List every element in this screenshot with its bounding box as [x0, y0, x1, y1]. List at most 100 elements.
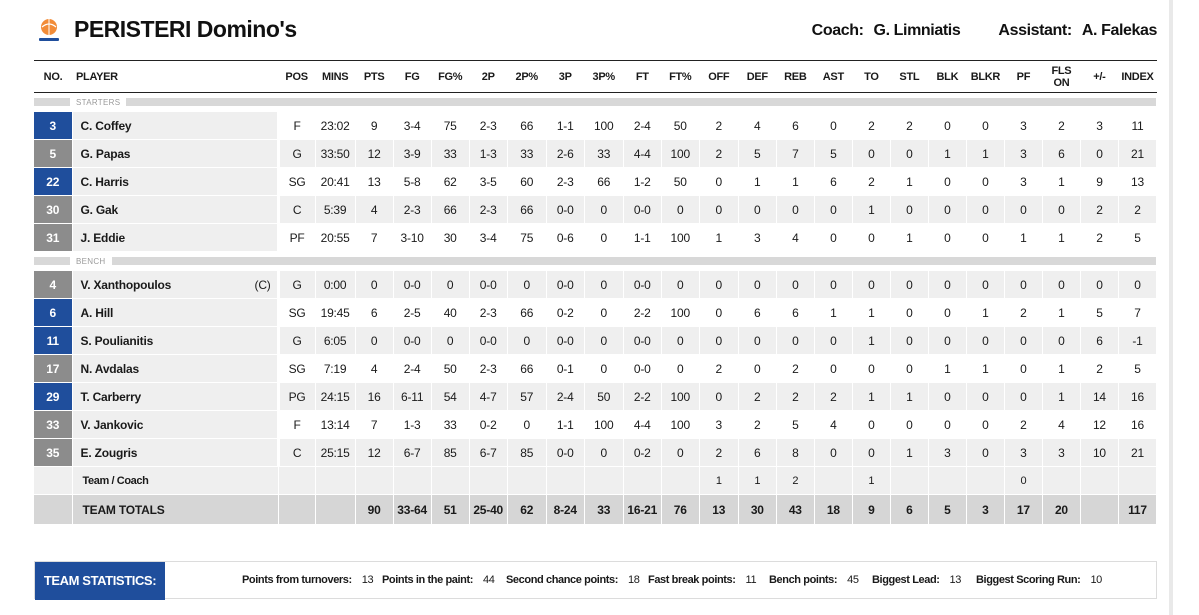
- stat-cell: 0: [852, 438, 891, 467]
- player-number: 31: [34, 223, 73, 252]
- column-header[interactable]: REB: [776, 60, 815, 93]
- column-header[interactable]: INDEX: [1118, 60, 1157, 93]
- player-name-text[interactable]: N. Avdalas: [80, 361, 140, 376]
- player-number: 22: [34, 167, 73, 196]
- stat-cell: [507, 466, 547, 495]
- player-name[interactable]: C. Coffey: [72, 111, 280, 140]
- stat-cell: 1: [699, 223, 739, 252]
- player-number: 35: [34, 438, 73, 467]
- stat-cell: 0: [1042, 195, 1081, 224]
- column-header[interactable]: POS: [278, 60, 316, 93]
- stat-cell: 4: [738, 111, 777, 140]
- total-cell: 43: [776, 494, 815, 525]
- column-header[interactable]: PLAYER: [72, 60, 279, 93]
- stat-cell: 1: [1042, 382, 1081, 411]
- player-name-text[interactable]: G. Gak: [80, 202, 119, 217]
- player-name[interactable]: S. Poulianitis: [72, 326, 280, 355]
- column-header[interactable]: 3P%: [584, 60, 624, 93]
- player-name-text[interactable]: C. Coffey: [80, 118, 132, 133]
- player-name-text[interactable]: T. Carberry: [80, 389, 142, 404]
- stat-cell: 0: [738, 326, 777, 355]
- player-name[interactable]: N. Avdalas: [72, 354, 280, 383]
- player-name-text[interactable]: J. Eddie: [80, 230, 126, 245]
- column-header[interactable]: FT%: [661, 60, 700, 93]
- stat-cell: [661, 466, 700, 495]
- column-header[interactable]: FG%: [431, 60, 470, 93]
- coaches-info: Coach: G. Limniatis Assistant: A. Faleka…: [806, 22, 1158, 40]
- section-label: STARTERS: [76, 97, 121, 107]
- stat-cell: 1: [1042, 223, 1081, 252]
- player-name[interactable]: A. Hill: [72, 298, 280, 327]
- stat-cell: 66: [584, 167, 624, 196]
- stat-cell: 66: [507, 354, 547, 383]
- column-header[interactable]: +/-: [1080, 60, 1119, 93]
- column-header[interactable]: DEF: [738, 60, 777, 93]
- stat-cell: 7: [776, 139, 815, 168]
- stat-cell: 0: [699, 167, 739, 196]
- player-name[interactable]: E. Zougris: [72, 438, 280, 467]
- column-header[interactable]: 2P: [469, 60, 508, 93]
- stat-cell: 50: [584, 382, 624, 411]
- stat-cell: 30: [431, 223, 470, 252]
- stat-cell: 0: [928, 195, 967, 224]
- column-header[interactable]: BLKR: [966, 60, 1005, 93]
- player-name[interactable]: J. Eddie: [72, 223, 280, 252]
- stat-cell: 1-1: [623, 223, 662, 252]
- player-name-text[interactable]: G. Papas: [80, 146, 131, 161]
- column-header[interactable]: 2P%: [507, 60, 547, 93]
- player-name[interactable]: C. Harris: [72, 167, 280, 196]
- player-name[interactable]: V. Xanthopoulos (C): [72, 270, 280, 299]
- column-header[interactable]: TO: [852, 60, 891, 93]
- column-header[interactable]: PTS: [355, 60, 394, 93]
- column-header[interactable]: OFF: [699, 60, 739, 93]
- player-name-text[interactable]: S. Poulianitis: [80, 333, 154, 348]
- column-header[interactable]: STL: [890, 60, 929, 93]
- player-row: 11 S. Poulianitis G 6:05 0 0-0 0 0-0 0 0-0 0 0-0 0 0 0…: [34, 326, 1158, 355]
- club-logo-icon: [39, 19, 59, 41]
- stat-cell: 2: [1004, 298, 1043, 327]
- column-header[interactable]: MINS: [315, 60, 356, 93]
- player-name-text[interactable]: C. Harris: [80, 174, 129, 189]
- stat-cell: 0: [852, 270, 891, 299]
- stat-cell: C: [278, 195, 316, 224]
- column-header[interactable]: FT: [623, 60, 662, 93]
- column-header[interactable]: PF: [1004, 60, 1043, 93]
- column-header[interactable]: AST: [814, 60, 853, 93]
- stat-cell: 0: [661, 270, 700, 299]
- player-row: 33 V. Jankovic F 13:14 7 1-3 33 0-2 0 1-1 100 4-4 10…: [34, 410, 1158, 439]
- stat-cell: 6-11: [393, 382, 432, 411]
- stat-cell: 100: [661, 410, 700, 439]
- player-name-text[interactable]: A. Hill: [80, 305, 114, 320]
- stat-cell: 1: [890, 167, 929, 196]
- team-stat-item: Points from turnovers: 13: [242, 574, 374, 586]
- player-name[interactable]: G. Gak: [72, 195, 280, 224]
- page-scrollbar[interactable]: [1169, 0, 1173, 615]
- column-header[interactable]: 3P: [546, 60, 585, 93]
- team-stat-value: 18: [628, 574, 640, 586]
- stat-cell: G: [278, 139, 316, 168]
- total-cell: 33: [584, 494, 624, 525]
- column-header[interactable]: FLS ON: [1042, 60, 1081, 93]
- stat-cell: 85: [507, 438, 547, 467]
- stat-cell: 0: [814, 326, 853, 355]
- player-name[interactable]: T. Carberry: [72, 382, 280, 411]
- column-header[interactable]: BLK: [928, 60, 967, 93]
- stat-cell: 6: [1042, 139, 1081, 168]
- stat-cell: 4: [814, 410, 853, 439]
- stat-cell: 1: [852, 326, 891, 355]
- player-name-text[interactable]: E. Zougris: [80, 445, 138, 460]
- column-header[interactable]: NO.: [34, 60, 73, 93]
- player-name[interactable]: V. Jankovic: [72, 410, 280, 439]
- player-name-text[interactable]: V. Jankovic: [80, 417, 144, 432]
- total-cell: 9: [852, 494, 891, 525]
- stat-cell: 2-3: [469, 298, 508, 327]
- player-name-text[interactable]: V. Xanthopoulos: [80, 277, 172, 292]
- stat-cell: 0: [928, 382, 967, 411]
- stat-cell: 2: [1004, 410, 1043, 439]
- column-header[interactable]: FG: [393, 60, 432, 93]
- stat-cell: 0: [814, 438, 853, 467]
- stat-cell: 0-2: [469, 410, 508, 439]
- player-name[interactable]: G. Papas: [72, 139, 280, 168]
- stat-cell: 66: [507, 195, 547, 224]
- stat-cell: 0: [1004, 326, 1043, 355]
